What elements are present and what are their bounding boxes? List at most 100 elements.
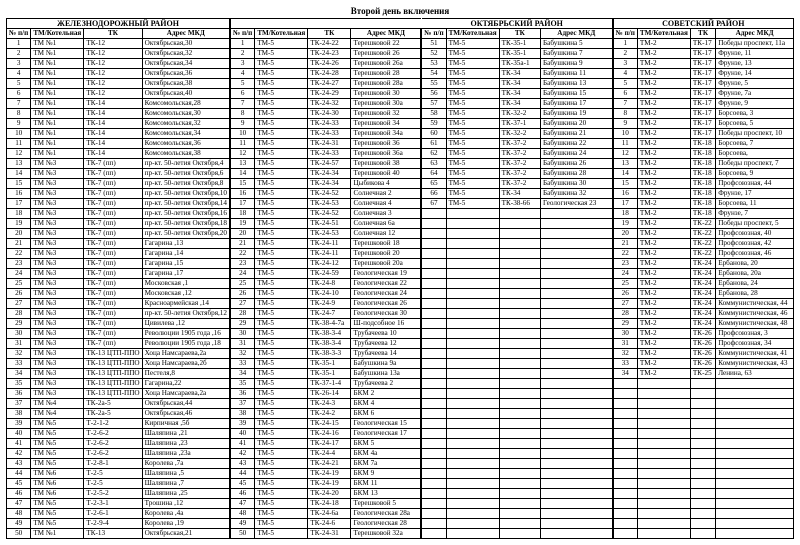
table-row: 8ТМ-2ТК-17Борсоева, 3 [613, 109, 793, 119]
cell-tk: ТК-7 (пп) [84, 209, 142, 219]
cell-num: 8 [231, 109, 255, 119]
cell-num: 23 [231, 259, 255, 269]
table-row: 60ТМ-5ТК-32-2Бабушкина 21 [422, 129, 612, 139]
cell-tm: ТМ №1 [31, 139, 84, 149]
table-row-empty [422, 449, 612, 459]
cell-num: 29 [7, 319, 31, 329]
cell-adr: Терешковой 26а [351, 59, 421, 69]
table-row: 27ТМ №3ТК-7 (пп)Красноармейская ,14 [7, 299, 230, 309]
cell-num: 20 [613, 229, 637, 239]
cell-adr: Победы проспект, 11а [716, 39, 794, 49]
cell-tm: ТМ-5 [255, 329, 308, 339]
cell-num: 16 [7, 189, 31, 199]
table-row: 20ТМ-5ТК-24-53Солнечная 12 [231, 229, 421, 239]
table-row: 45ТМ-5ТК-24-19БКМ 11 [231, 479, 421, 489]
cell-tm: ТМ-2 [637, 309, 690, 319]
table-row: 43ТМ №5Т-2-8-1Королева ,7а [7, 459, 230, 469]
cell-tk: ТК-12 [84, 79, 142, 89]
cell-adr: Профсоюзная, 34 [716, 339, 794, 349]
table-row: 67ТМ-5ТК-38-66Геологическая 23 [422, 199, 612, 209]
table-row: 2ТМ-5ТК-24-23Терешковой 26 [231, 49, 421, 59]
cell-num: 59 [422, 119, 446, 129]
hdr-tk: ТК [499, 29, 540, 39]
cell-num: 63 [422, 159, 446, 169]
cell-num: 26 [613, 289, 637, 299]
table-row: 28ТМ №3ТК-7 (пп)пр-кт. 50-летия Октября,… [7, 309, 230, 319]
table-row-empty [422, 309, 612, 319]
cell-adr: Хоца Намсараева,2б [142, 359, 229, 369]
hdr-tk: ТК [308, 29, 351, 39]
cell-num: 27 [7, 299, 31, 309]
cell-adr: Шаляпина ,21 [142, 429, 229, 439]
table-row: 64ТМ-5ТК-37-2Бабушкина 28 [422, 169, 612, 179]
cell-adr: Фрунзе, 17 [716, 189, 794, 199]
cell-num: 24 [7, 269, 31, 279]
cell-adr: Солнечная 4 [351, 199, 421, 209]
cell-tm: ТМ-5 [255, 499, 308, 509]
cell-tm: ТМ-2 [637, 349, 690, 359]
cell-adr: Королева ,4а [142, 509, 229, 519]
cell-adr: Победы проспект, 10 [716, 129, 794, 139]
cell-tk: ТК-7 (пп) [84, 309, 142, 319]
cell-num: 2 [7, 49, 31, 59]
cell-tm: ТМ-5 [255, 179, 308, 189]
cell-tm: ТМ-5 [255, 99, 308, 109]
table-row: 36ТМ №3ТК-13 ЦТП-ППОХоца Намсараева,2а [7, 389, 230, 399]
cell-num: 21 [231, 239, 255, 249]
cell-num: 31 [7, 339, 31, 349]
cell-tk: ТК-24-8 [308, 279, 351, 289]
cell-adr: Октябрьская,46 [142, 409, 229, 419]
cell-tm: ТМ-5 [255, 389, 308, 399]
cell-num: 12 [7, 149, 31, 159]
cell-adr: Бабушкина 19 [541, 109, 613, 119]
cell-num: 24 [231, 269, 255, 279]
cell-adr: Геологическая 17 [351, 429, 421, 439]
cell-num: 4 [231, 69, 255, 79]
table-row: 9ТМ-2ТК-17Борсоева, 5 [613, 119, 793, 129]
cell-tk: ТК-14 [84, 129, 142, 139]
cell-tk: ТК-7 (пп) [84, 299, 142, 309]
cell-adr: Коммунистическая, 43 [716, 359, 794, 369]
cell-tm: ТМ №1 [31, 39, 84, 49]
cell-tk: ТК-24-6 [308, 519, 351, 529]
table-row: 30ТМ №3ТК-7 (пп)Революции 1905 года ,16 [7, 329, 230, 339]
cell-adr: Бабушкина 22 [541, 139, 613, 149]
cell-adr: Бабушкина 17 [541, 99, 613, 109]
cell-tk: ТК-24-19 [308, 469, 351, 479]
cell-tm: ТМ №5 [31, 439, 84, 449]
cell-adr: Профсоюзная, 46 [716, 249, 794, 259]
cell-tk: ТК-24-11 [308, 239, 351, 249]
cell-tm: ТМ №3 [31, 389, 84, 399]
cell-num: 11 [613, 139, 637, 149]
cell-num: 5 [7, 79, 31, 89]
cell-tm: ТМ-2 [637, 229, 690, 239]
cell-tm: ТМ №3 [31, 199, 84, 209]
cell-tm: ТМ-5 [446, 59, 499, 69]
cell-tm: ТМ-2 [637, 249, 690, 259]
cell-tk: ТК-24-17 [308, 439, 351, 449]
table-row: 17ТМ-2ТК-18Борсоева, 11 [613, 199, 793, 209]
cell-tm: ТМ-2 [637, 279, 690, 289]
cell-tk: ТК-32-2 [499, 109, 540, 119]
table-row: 30ТМ-5ТК-38-3-4Трубачеева 10 [231, 329, 421, 339]
cell-adr: Фрунзе, 13 [716, 59, 794, 69]
cell-tk: ТК-12 [84, 49, 142, 59]
cell-num: 22 [231, 249, 255, 259]
table-row: 20ТМ №3ТК-7 (пп)пр-кт. 50-летия Октября,… [7, 229, 230, 239]
table-row-empty [422, 269, 612, 279]
cell-tm: ТМ-5 [446, 189, 499, 199]
cell-tm: ТМ-5 [255, 149, 308, 159]
table-row-empty [422, 279, 612, 289]
cell-adr: Терешковой 32 [351, 109, 421, 119]
cell-tm: ТМ №3 [31, 289, 84, 299]
cell-num: 22 [7, 249, 31, 259]
cell-tm: ТМ-5 [255, 309, 308, 319]
table-row: 46ТМ-5ТК-24-20БКМ 13 [231, 489, 421, 499]
table-row: 9ТМ-5ТК-24-33Терешковой 34 [231, 119, 421, 129]
cell-tm: ТМ-2 [637, 129, 690, 139]
cell-tk: ТК-18 [690, 179, 715, 189]
cell-tm: ТМ-5 [255, 109, 308, 119]
cell-tk: ТК-24-31 [308, 139, 351, 149]
table-row-empty [422, 409, 612, 419]
cell-tk: ТК-24-53 [308, 229, 351, 239]
